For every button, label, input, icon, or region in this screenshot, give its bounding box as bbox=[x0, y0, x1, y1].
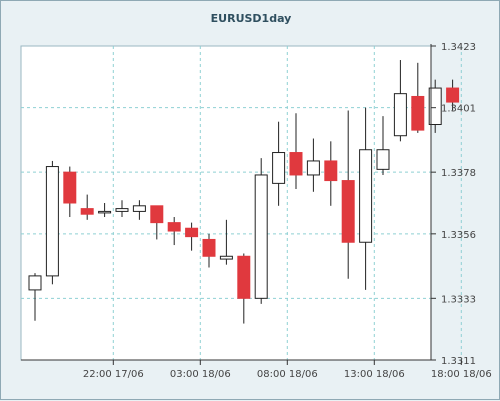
candle-body-up bbox=[306, 160, 320, 176]
candle-body-down bbox=[446, 87, 460, 103]
x-tick-label: 13:00 18/06 bbox=[344, 369, 405, 380]
x-tick-label: 08:00 18/06 bbox=[257, 369, 318, 380]
candle-body-down bbox=[411, 95, 425, 131]
y-tick-label: 1.3378 bbox=[441, 168, 476, 179]
candle-body-down bbox=[185, 227, 199, 238]
y-tick-label: 1.3356 bbox=[441, 230, 476, 241]
candle-body-up bbox=[219, 255, 233, 260]
candle bbox=[324, 141, 338, 206]
candle-body-up bbox=[428, 87, 442, 126]
axes: 1.3311 1.3333 1.3356 1.3378 1.3401 1.3423 22:0… bbox=[21, 42, 492, 380]
candle-body-up bbox=[132, 205, 146, 212]
candle bbox=[289, 113, 303, 189]
candle bbox=[132, 200, 146, 220]
candle-body-up bbox=[98, 210, 112, 214]
candle bbox=[185, 222, 199, 251]
y-tick-label: 1.3423 bbox=[441, 42, 476, 53]
candle-body-up bbox=[254, 174, 268, 299]
candle bbox=[237, 253, 251, 324]
candle bbox=[150, 205, 164, 240]
candle bbox=[28, 273, 42, 321]
candle-body-up bbox=[28, 275, 42, 291]
candle-body-down bbox=[202, 238, 216, 257]
candle bbox=[393, 60, 407, 142]
candle bbox=[446, 79, 460, 111]
candle-body-down bbox=[341, 180, 355, 243]
candle bbox=[359, 107, 373, 290]
candle bbox=[219, 219, 233, 265]
candle bbox=[45, 160, 59, 285]
candles bbox=[28, 60, 460, 324]
candle-body-up bbox=[45, 166, 59, 277]
candle bbox=[272, 121, 286, 206]
candle bbox=[63, 166, 77, 218]
y-tick-label: 1.3401 bbox=[441, 104, 476, 115]
candle-body-up bbox=[376, 149, 390, 170]
candle bbox=[254, 158, 268, 304]
candle bbox=[341, 110, 355, 279]
candle bbox=[167, 217, 181, 246]
candle-body-down bbox=[324, 160, 338, 182]
candle bbox=[98, 203, 112, 218]
candle-body-down bbox=[289, 152, 303, 176]
candle bbox=[80, 194, 94, 220]
candle bbox=[376, 116, 390, 175]
candle bbox=[428, 79, 442, 133]
candle bbox=[411, 62, 425, 133]
candle-body-down bbox=[167, 222, 181, 232]
x-tick-label: 22:00 17/06 bbox=[83, 369, 144, 380]
x-tick-label: 18:00 18/06 bbox=[431, 369, 492, 380]
candle-body-up bbox=[359, 149, 373, 243]
x-tick-label: 03:00 18/06 bbox=[170, 369, 231, 380]
candle-body-up bbox=[393, 93, 407, 137]
candle bbox=[202, 233, 216, 268]
candle-body-down bbox=[63, 171, 77, 204]
candle-body-down bbox=[80, 208, 94, 215]
y-tick-label: 1.3311 bbox=[441, 356, 476, 367]
candle-body-down bbox=[150, 205, 164, 224]
y-tick-label: 1.3333 bbox=[441, 294, 476, 305]
candle bbox=[115, 200, 129, 218]
candle-body-down bbox=[237, 255, 251, 299]
candle-body-up bbox=[272, 152, 286, 184]
chart-title: EURUSD1day bbox=[211, 12, 292, 25]
candle bbox=[306, 138, 320, 192]
candle-body-up bbox=[115, 208, 129, 212]
